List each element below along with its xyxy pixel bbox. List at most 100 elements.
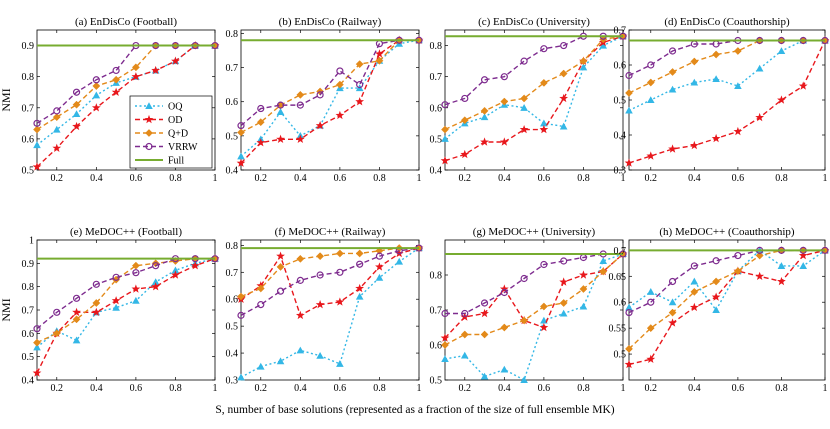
data-point-oq bbox=[520, 103, 528, 111]
data-point-od bbox=[171, 56, 180, 65]
plot-frame bbox=[628, 239, 826, 381]
chart-panel-8: (h) MeDOC++ (Coauthorship) 0.5 0.55 0.6 0.65… bbox=[609, 226, 830, 394]
data-point-od bbox=[355, 283, 365, 293]
x-tick-label: 0.6 bbox=[538, 383, 551, 394]
x-tick-label: 1 bbox=[213, 383, 218, 394]
data-point-qd bbox=[539, 78, 548, 87]
data-point-oq bbox=[33, 141, 41, 149]
chart-panel-7: (g) MeDOC++ (University) 0.5 0.6 0.7 0.8 0.2 0… bbox=[430, 226, 628, 394]
data-point-od bbox=[499, 137, 509, 146]
plot-frame bbox=[36, 29, 216, 171]
data-point-qd bbox=[237, 128, 245, 137]
data-point-oq bbox=[599, 257, 608, 265]
data-point-od bbox=[151, 282, 161, 291]
series-od bbox=[236, 35, 424, 167]
data-point-od bbox=[798, 81, 808, 90]
series-line-od bbox=[628, 40, 826, 164]
data-point-od bbox=[295, 134, 305, 143]
data-point-vrrw bbox=[72, 88, 81, 96]
data-point-oq bbox=[599, 41, 608, 49]
data-point-qd bbox=[33, 125, 41, 134]
data-point-od bbox=[798, 250, 808, 260]
data-point-vrrw bbox=[53, 308, 61, 316]
data-point-od bbox=[335, 297, 345, 306]
data-point-oq bbox=[256, 362, 265, 370]
data-point-oq bbox=[646, 288, 655, 295]
series-line-vrrw bbox=[445, 253, 623, 315]
data-point-oq bbox=[72, 336, 81, 344]
data-point-od bbox=[355, 97, 365, 106]
series-line-oq bbox=[36, 44, 215, 146]
chart-title: (c) EnDisCo (University) bbox=[478, 16, 590, 28]
legend-label-qd: Q+D bbox=[168, 129, 188, 140]
series-od bbox=[440, 249, 628, 342]
data-point-qd bbox=[316, 252, 325, 261]
series-qd bbox=[237, 244, 423, 301]
data-point-qd bbox=[480, 106, 489, 115]
data-point-vrrw bbox=[500, 73, 508, 81]
series-line-oq bbox=[444, 253, 624, 382]
data-point-od bbox=[499, 284, 509, 293]
y-tick-label: 1 bbox=[29, 236, 34, 247]
series-qd bbox=[441, 32, 627, 134]
x-tick-label: 0.4 bbox=[498, 173, 511, 184]
data-point-vrrw bbox=[480, 76, 489, 84]
y-axis-label: NMI bbox=[0, 88, 13, 111]
y-tick-label: 0.5 bbox=[430, 376, 443, 387]
data-point-vrrw bbox=[540, 45, 548, 53]
y-tick-label: 0.7 bbox=[430, 72, 443, 83]
legend-marker-vrrw bbox=[145, 142, 153, 151]
data-point-qd bbox=[256, 118, 265, 127]
data-point-qd bbox=[520, 94, 529, 103]
data-point-od bbox=[733, 126, 743, 136]
data-point-od bbox=[689, 140, 699, 150]
data-point-oq bbox=[500, 365, 509, 373]
y-tick-label: 0.8 bbox=[430, 271, 443, 282]
y-tick-label: 0.5 bbox=[614, 96, 627, 107]
x-tick-label: 0.2 bbox=[459, 383, 472, 394]
data-point-vrrw bbox=[316, 91, 324, 99]
data-point-od bbox=[315, 300, 325, 309]
data-point-qd bbox=[668, 308, 677, 317]
data-point-od bbox=[256, 138, 266, 147]
data-point-vrrw bbox=[647, 61, 655, 69]
data-point-od bbox=[72, 121, 81, 131]
series-vrrw bbox=[441, 250, 627, 318]
data-point-od bbox=[236, 158, 246, 167]
data-point-od bbox=[335, 110, 345, 120]
y-tick-label: 0.65 bbox=[609, 272, 627, 283]
data-point-oq bbox=[480, 113, 489, 121]
data-point-qd bbox=[441, 341, 449, 349]
data-point-qd bbox=[755, 251, 764, 260]
y-tick-label: 0.8 bbox=[22, 282, 35, 293]
series-line-vrrw bbox=[240, 247, 420, 316]
data-point-vrrw bbox=[33, 119, 41, 127]
data-point-od bbox=[579, 270, 588, 279]
data-point-oq bbox=[559, 122, 568, 130]
data-point-qd bbox=[625, 344, 633, 353]
data-point-od bbox=[375, 262, 384, 271]
series-line-od bbox=[36, 258, 216, 374]
data-point-qd bbox=[579, 285, 588, 293]
data-point-vrrw bbox=[461, 94, 469, 103]
legend-label-oq: OQ bbox=[168, 102, 183, 113]
plot-frame bbox=[240, 29, 420, 171]
series-oq bbox=[625, 246, 829, 314]
data-point-od bbox=[131, 284, 141, 293]
series-line-qd bbox=[444, 35, 624, 131]
data-point-qd bbox=[276, 262, 285, 271]
series-line-vrrw bbox=[628, 39, 825, 77]
data-point-oq bbox=[540, 119, 548, 127]
data-point-qd bbox=[712, 50, 721, 59]
chart-panel-5: (e) MeDOC++ (Football) 0.4 0.5 0.6 0.7 0.8 0.9… bbox=[0, 226, 220, 394]
x-tick-label: 0.8 bbox=[775, 173, 788, 184]
x-tick-label: 0.2 bbox=[645, 383, 658, 394]
y-tick-label: 0.7 bbox=[22, 306, 35, 317]
y-tick-label: 0.6 bbox=[430, 103, 443, 114]
data-point-qd bbox=[237, 292, 245, 301]
data-point-od bbox=[624, 359, 634, 369]
data-point-qd bbox=[646, 324, 655, 333]
y-tick-label: 0.3 bbox=[614, 166, 627, 177]
data-point-od bbox=[315, 121, 325, 130]
